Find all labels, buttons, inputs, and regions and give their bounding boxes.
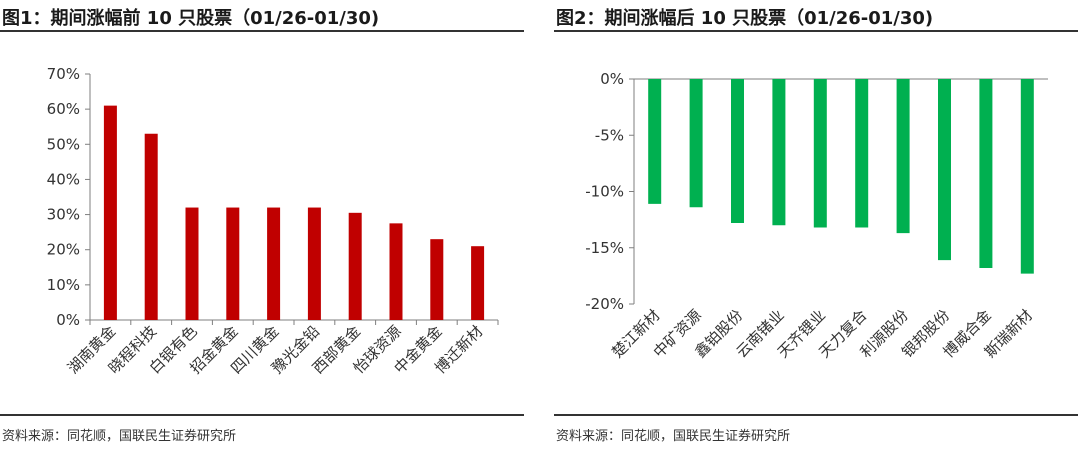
- y-tick-label: -20%: [585, 295, 624, 313]
- y-tick-label: 70%: [47, 65, 80, 83]
- bar: [226, 207, 240, 320]
- bar: [896, 79, 910, 234]
- bar: [185, 207, 199, 320]
- bar-chart-top-gainers: 0%10%20%30%40%50%60%70%湖南黄金晓程科技白银有色招金黄金四…: [47, 65, 499, 377]
- bar-chart-top-losers: 0%-5%-10%-15%-20%楚江新材中矿资源鑫铂股份云南锗业天齐锂业天力复…: [585, 70, 1048, 361]
- y-tick-label: 50%: [47, 135, 80, 153]
- bar: [471, 246, 485, 320]
- bar: [648, 79, 662, 204]
- bar: [1020, 79, 1034, 274]
- y-tick-label: 40%: [47, 170, 80, 188]
- bar: [938, 79, 951, 261]
- bar: [307, 207, 321, 320]
- bar: [144, 133, 158, 320]
- y-tick-label: 0%: [600, 70, 624, 88]
- chart-panel-right: 图2：期间涨幅后 10 只股票（01/26-01/30) 0% -5% -10% -1…: [554, 0, 1080, 449]
- title-rule: [554, 30, 1078, 32]
- y-tick-label: 20%: [47, 241, 80, 259]
- bar: [389, 223, 403, 320]
- bar: [731, 79, 744, 223]
- bar: [813, 79, 827, 228]
- source-rule: [554, 414, 1078, 416]
- y-tick-label: 60%: [47, 100, 80, 118]
- bar: [103, 105, 117, 320]
- bar: [979, 79, 993, 268]
- y-tick-label: -10%: [585, 183, 624, 201]
- source-rule: [0, 414, 524, 416]
- bar: [430, 239, 444, 320]
- y-tick-label: 10%: [47, 276, 80, 294]
- y-tick-label: 30%: [47, 206, 80, 224]
- y-tick-label: 0%: [56, 311, 80, 329]
- source-note: 资料来源：同花顺，国联民生证券研究所: [2, 429, 237, 444]
- bar: [348, 212, 362, 320]
- bar: [689, 79, 703, 208]
- y-tick-label: -5%: [595, 126, 624, 144]
- source-note: 资料来源：同花顺，国联民生证券研究所: [556, 429, 791, 444]
- bar: [855, 79, 869, 228]
- y-tick-label: -15%: [585, 239, 624, 257]
- title-rule: [0, 30, 524, 32]
- chart-panel-left: 图1：期间涨幅前 10 只股票（01/26-01/30) 0% 10% 20% 30%…: [0, 0, 526, 449]
- chart-title: 图2：期间涨幅后 10 只股票（01/26-01/30): [556, 8, 934, 29]
- bar: [772, 79, 786, 226]
- chart-title: 图1：期间涨幅前 10 只股票（01/26-01/30): [2, 8, 380, 29]
- bar: [267, 207, 281, 320]
